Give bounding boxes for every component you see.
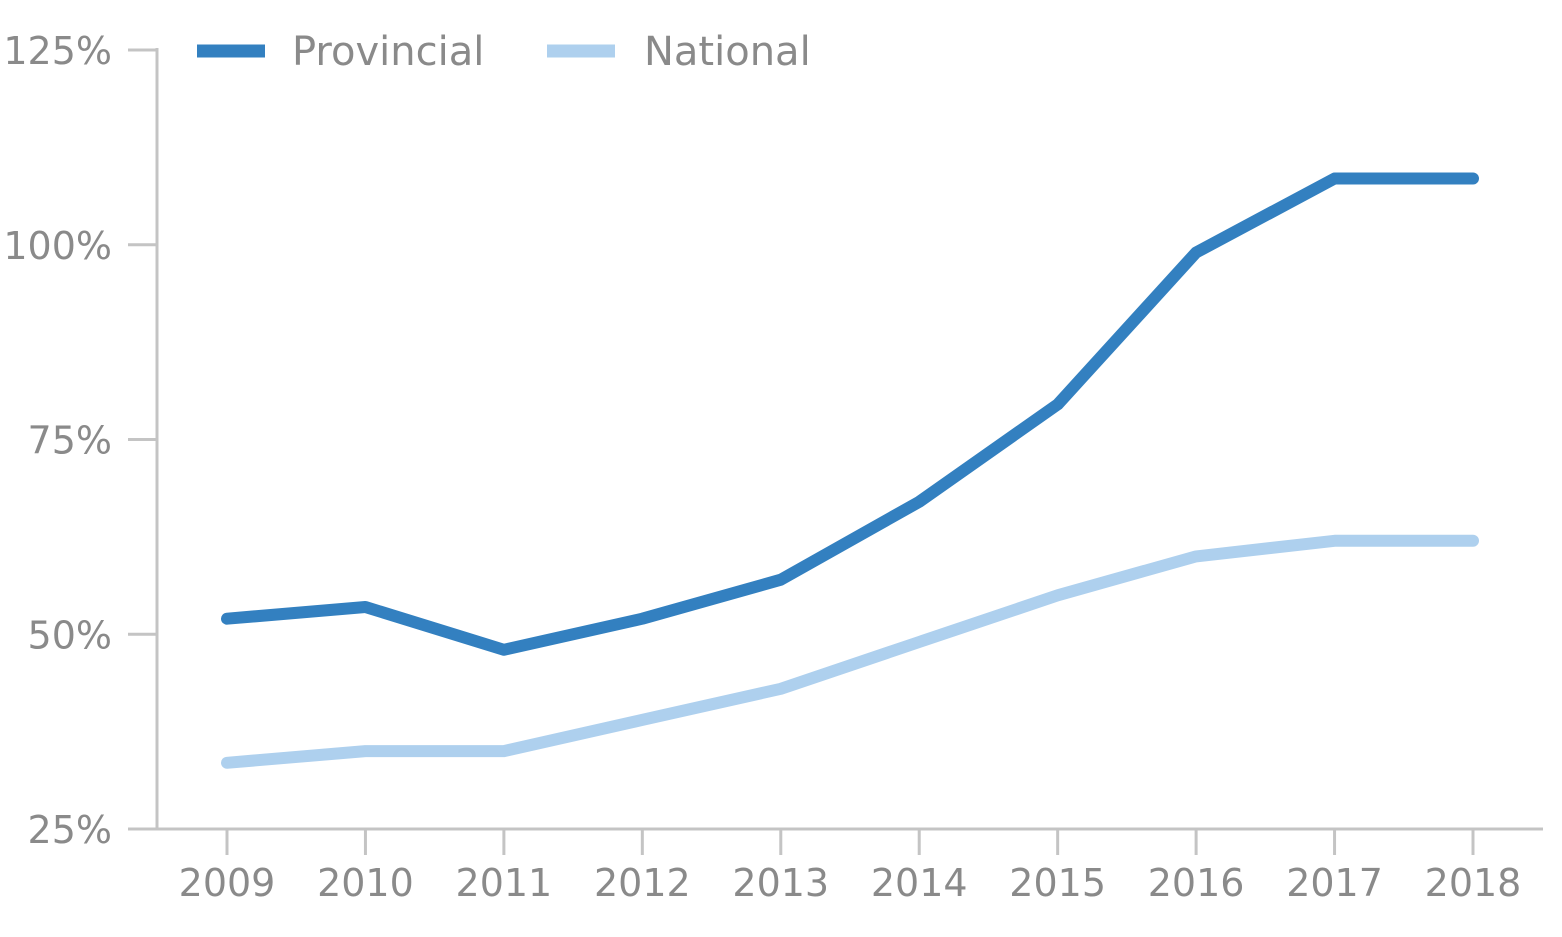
x-tick-label: 2017 <box>1286 861 1383 905</box>
y-tick-label: 100% <box>3 224 112 268</box>
x-tick-label: 2018 <box>1425 861 1522 905</box>
axes <box>155 48 1543 831</box>
legend-label-national: National <box>644 29 811 75</box>
y-tick-label: 25% <box>28 808 112 852</box>
y-tick-label: 75% <box>28 419 112 463</box>
x-tick-label: 2015 <box>1009 861 1106 905</box>
series-group <box>221 172 1479 769</box>
x-tick-label: 2013 <box>732 861 829 905</box>
y-tick-label: 125% <box>3 29 112 73</box>
x-tick-label: 2011 <box>456 861 553 905</box>
legend-item-national: National <box>547 29 811 75</box>
legend: Provincial National <box>197 29 811 75</box>
x-tick-label: 2014 <box>871 861 968 905</box>
legend-label-provincial: Provincial <box>292 29 484 75</box>
x-tick-label: 2012 <box>594 861 691 905</box>
series-line-national <box>221 534 1479 769</box>
x-tick-label: 2016 <box>1148 861 1245 905</box>
x-tick-label: 2009 <box>179 861 276 905</box>
series-line-provincial <box>221 172 1479 656</box>
x-ticks: 2009 2010 2011 2012 2013 2014 2015 2016 2017 2018 <box>179 829 1522 905</box>
x-tick-label: 2010 <box>317 861 414 905</box>
legend-item-provincial: Provincial <box>197 29 484 75</box>
y-tick-label: 50% <box>28 613 112 657</box>
y-ticks: 25% 50% 75% 100% 125% <box>3 29 157 852</box>
